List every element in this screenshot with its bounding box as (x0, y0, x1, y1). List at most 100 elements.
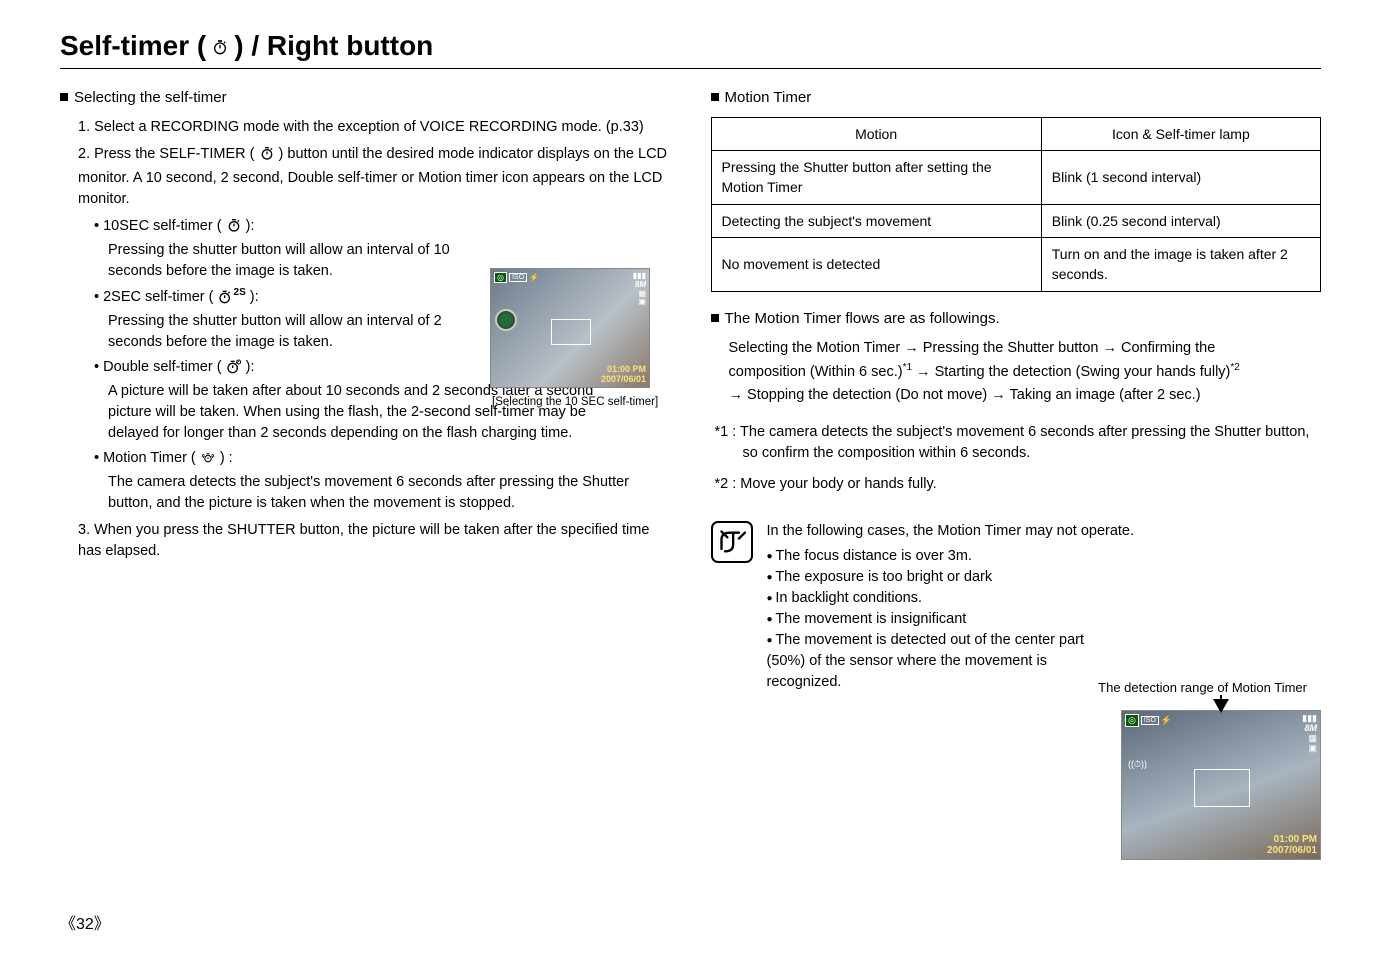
b4-label: • Motion Timer ( (94, 450, 196, 466)
metering-icon: ▣ (1302, 744, 1317, 754)
focus-bracket-icon (1194, 769, 1250, 807)
square-bullet-icon (711, 93, 719, 101)
lcd-preview-image-2: ◎ ISO ⚡ ▮▮▮ 8M ▦ ▣ ((⏱)) 01:00 PM 2007/0… (1121, 710, 1321, 860)
bullet-10sec: • 10SEC self-timer ( ): (60, 216, 671, 240)
list-item: The focus distance is over 3m. (767, 546, 1087, 567)
th-motion: Motion (711, 117, 1041, 150)
list-item: The movement is insignificant (767, 609, 1087, 630)
timer-icon (212, 30, 228, 62)
timer-icon (259, 145, 275, 168)
b1-end: ): (246, 218, 255, 234)
iso-icon: ISO (1141, 716, 1159, 725)
lcd-datetime: 01:00 PM 2007/06/01 (1267, 834, 1317, 856)
step2-text-a: 2. Press the SELF-TIMER ( (78, 146, 254, 162)
list-item: In backlight conditions. (767, 588, 1087, 609)
title-text-b: ) / Right button (234, 30, 433, 62)
lcd-top-right-icons: ▮▮▮ 8M ▦ ▣ (633, 272, 646, 307)
flows-l2b: → Starting the detection (Swing your han… (912, 364, 1230, 380)
b2-sup: 2S (234, 287, 246, 298)
list-item: The exposure is too bright or dark (767, 567, 1087, 588)
b2-label: • 2SEC self-timer ( (94, 289, 213, 305)
timer-2s-icon (218, 288, 234, 311)
lcd-time: 01:00 PM (1267, 834, 1317, 845)
step-2: 2. Press the SELF-TIMER ( ) button until… (60, 144, 671, 210)
step-3: 3. When you press the SHUTTER button, th… (60, 520, 671, 562)
info-box: In the following cases, the Motion Timer… (711, 521, 1322, 693)
b3-label: • Double self-timer ( (94, 359, 222, 375)
lcd-top-left-icons: ◎ ISO ⚡ (1125, 714, 1172, 727)
motion-timer-overlay-icon: ((⏱)) (1128, 759, 1147, 770)
photo-caption: [Selecting the 10 SEC self-timer] (492, 396, 658, 408)
table-row: No movement is detected Turn on and the … (711, 237, 1321, 291)
table-row: Detecting the subject's movement Blink (… (711, 204, 1321, 237)
bullet-motion: • Motion Timer ( ) : (60, 448, 671, 472)
td: Pressing the Shutter button after settin… (711, 151, 1041, 205)
lcd-preview-image: ◎ ISO ⚡ ▮▮▮ 8M ▦ ▣ 01:00 PM 2007/06/01 (490, 268, 650, 388)
square-bullet-icon (60, 93, 68, 101)
flows-head-label: The Motion Timer flows are as followings… (725, 310, 1000, 327)
flows-l2a: composition (Within 6 sec.) (729, 364, 903, 380)
page-number: 《32》 (60, 910, 110, 934)
title-text-a: Self-timer ( (60, 30, 206, 62)
td: Turn on and the image is taken after 2 s… (1041, 237, 1320, 291)
left-section-head: Selecting the self-timer (60, 87, 671, 109)
lcd-top-right-icons: ▮▮▮ 8M ▦ ▣ (1302, 714, 1317, 754)
table-row: Pressing the Shutter button after settin… (711, 151, 1321, 205)
b3-end: ): (246, 359, 255, 375)
th-icon-lamp: Icon & Self-timer lamp (1041, 117, 1320, 150)
td: Detecting the subject's movement (711, 204, 1041, 237)
b1-body: Pressing the shutter button will allow a… (60, 240, 450, 282)
flows-l1: Selecting the Motion Timer → Pressing th… (729, 337, 1322, 360)
right-section-head: Motion Timer (711, 87, 1322, 109)
motion-timer-icon (200, 449, 216, 472)
info-lead: In the following cases, the Motion Timer… (767, 521, 1322, 542)
flows-body: Selecting the Motion Timer → Pressing th… (729, 337, 1322, 407)
flash-icon: ⚡ (529, 273, 539, 282)
timer-countdown-icon (495, 309, 517, 331)
right-section-label: Motion Timer (725, 89, 812, 106)
star-note-1: *1 : The camera detects the subject's mo… (711, 422, 1322, 464)
left-section-label: Selecting the self-timer (74, 89, 227, 106)
timer-double-icon (226, 358, 242, 381)
square-bullet-icon (711, 314, 719, 322)
b2-end: ): (250, 289, 259, 305)
flash-icon: ⚡ (1161, 715, 1172, 726)
arrow-down-icon (1213, 699, 1229, 713)
b2-body: Pressing the shutter button will allow a… (60, 311, 450, 353)
lcd-date: 2007/06/01 (1267, 845, 1317, 856)
timer-icon (226, 217, 242, 240)
camera-mode-icon: ◎ (494, 272, 507, 283)
lcd-datetime: 01:00 PM 2007/06/01 (601, 364, 646, 384)
lcd-top-left-icons: ◎ ISO ⚡ (494, 272, 539, 283)
flows-l3: → Stopping the detection (Do not move) →… (729, 384, 1322, 407)
step-1: 1. Select a RECORDING mode with the exce… (60, 117, 671, 138)
list-item: The movement is detected out of the cent… (767, 630, 1087, 693)
iso-icon: ISO (509, 273, 527, 282)
b4-end: ) : (220, 450, 233, 466)
note-icon (711, 521, 753, 563)
title-rule (60, 68, 1321, 69)
focus-bracket-icon (551, 319, 591, 345)
star1-text: *1 : The camera detects the subject's mo… (715, 422, 1322, 464)
flows-head: The Motion Timer flows are as followings… (711, 308, 1322, 330)
td: Blink (0.25 second interval) (1041, 204, 1320, 237)
td: No movement is detected (711, 237, 1041, 291)
info-list: The focus distance is over 3m. The expos… (767, 546, 1087, 693)
info-content: In the following cases, the Motion Timer… (767, 521, 1322, 693)
flows-sup2: *2 (1230, 362, 1239, 373)
flows-l2: composition (Within 6 sec.)*1 → Starting… (729, 360, 1322, 384)
star-note-2: *2 : Move your body or hands fully. (711, 474, 1322, 495)
b1-label: • 10SEC self-timer ( (94, 218, 222, 234)
metering-icon: ▣ (633, 298, 646, 307)
left-column: Selecting the self-timer 1. Select a REC… (60, 87, 671, 693)
detection-range-label: The detection range of Motion Timer (1098, 680, 1307, 695)
motion-timer-table: Motion Icon & Self-timer lamp Pressing t… (711, 117, 1322, 292)
lcd-date: 2007/06/01 (601, 374, 646, 384)
lcd-time: 01:00 PM (601, 364, 646, 374)
flows-sup1: *1 (903, 362, 912, 373)
right-column: Motion Timer Motion Icon & Self-timer la… (711, 87, 1322, 693)
page-title: Self-timer ( ) / Right button (60, 30, 1321, 62)
td: Blink (1 second interval) (1041, 151, 1320, 205)
b4-body: The camera detects the subject's movemen… (60, 472, 671, 514)
table-header-row: Motion Icon & Self-timer lamp (711, 117, 1321, 150)
